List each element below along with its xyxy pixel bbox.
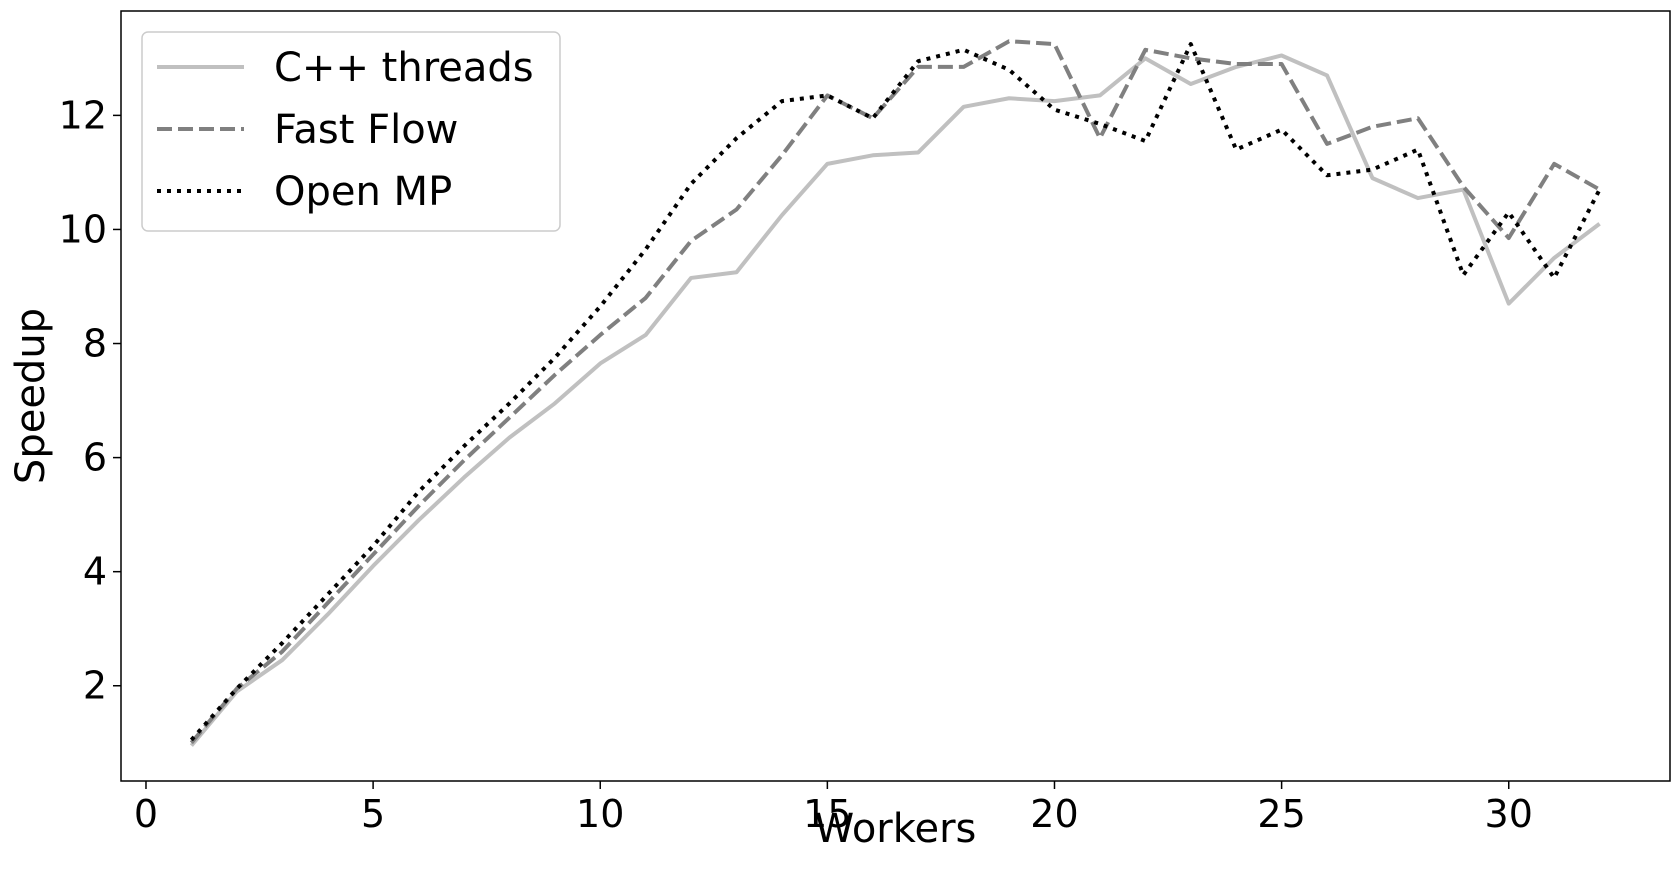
y-axis-title: Speedup — [8, 308, 54, 484]
x-ticks: 0 5 10 15 20 25 30 — [134, 781, 1533, 836]
legend-frame — [141, 31, 561, 232]
y-tick-label: 2 — [83, 664, 107, 708]
x-tick-label: 5 — [361, 792, 385, 836]
x-tick-label: 20 — [1030, 792, 1078, 836]
plot-frame — [120, 10, 1671, 782]
legend-label-cpp-threads: C++ threads — [274, 45, 534, 91]
y-tick-label: 6 — [83, 436, 107, 480]
y-tick-label: 12 — [59, 93, 107, 137]
x-tick-label: 30 — [1485, 792, 1533, 836]
y-ticks: 2 4 6 8 10 12 — [59, 93, 121, 708]
series-layer — [189, 39, 1602, 747]
y-tick-label: 8 — [83, 322, 107, 366]
legend: C++ threads Fast Flow Open MP — [141, 31, 561, 232]
x-axis-title: Workers — [815, 806, 977, 852]
legend-label-open-mp: Open MP — [274, 169, 452, 215]
legend-label-fast-flow: Fast Flow — [274, 107, 458, 153]
series-line-cpp-threads — [189, 53, 1601, 747]
x-tick-label: 0 — [134, 792, 158, 836]
x-tick-label: 25 — [1257, 792, 1305, 836]
x-tick-label: 10 — [576, 792, 624, 836]
y-tick-label: 10 — [59, 207, 107, 251]
y-tick-label: 4 — [83, 550, 107, 594]
x-tick-label: 15 — [803, 792, 851, 836]
